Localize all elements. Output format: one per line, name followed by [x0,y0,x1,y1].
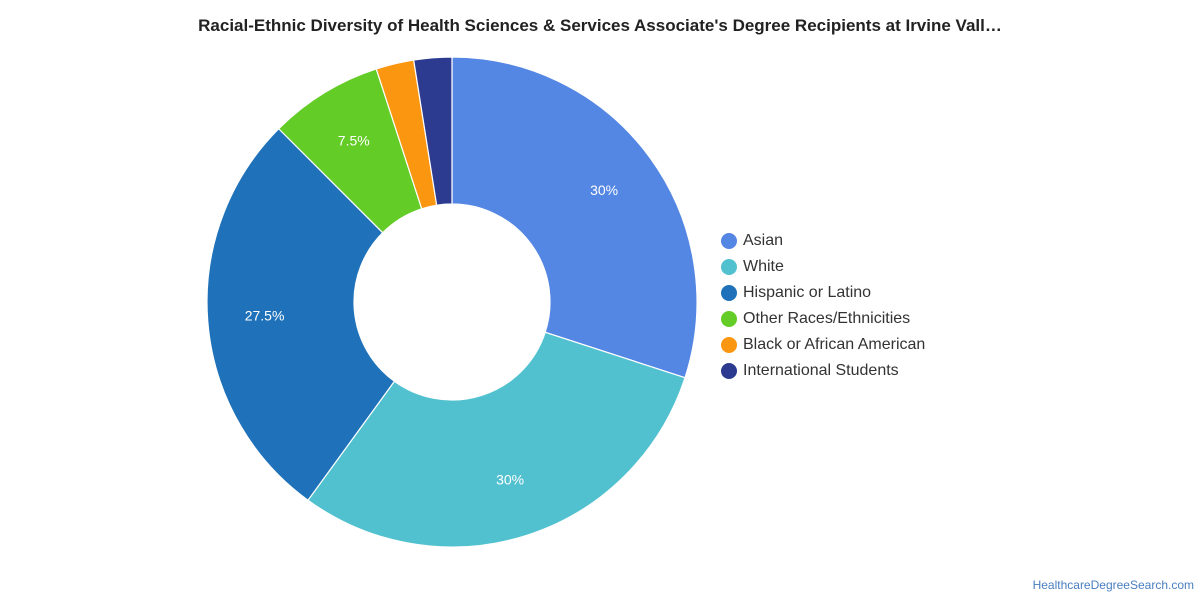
legend-item-black-or-african-american[interactable]: Black or African American [721,332,925,358]
legend-label: Black or African American [743,336,926,353]
legend-marker [721,233,737,249]
slice-label-asian: 30% [590,182,618,198]
slice-label-other-races-ethnicities: 7.5% [338,132,370,148]
legend-label: Hispanic or Latino [743,284,872,301]
slice-white[interactable] [307,331,686,548]
legend-label: White [743,258,784,275]
slice-label-white: 30% [496,472,524,488]
legend-label: International Students [743,362,899,379]
legend-marker [721,337,737,353]
legend-marker [721,311,737,327]
legend-item-international-students[interactable]: International Students [721,358,925,384]
source-credit[interactable]: HealthcareDegreeSearch.com [1032,578,1194,592]
legend-marker [721,363,737,379]
chart-legend: Asian White Hispanic or Latino Other Races/… [721,228,925,384]
chart-title: Racial-Ethnic Diversity of Health Scienc… [198,16,1002,35]
slice-asian[interactable] [451,56,698,379]
legend-marker [721,285,737,301]
slice-labels: 30% 30% 27.5% 7.5% [245,132,618,487]
slice-label-hispanic-or-latino: 27.5% [245,307,285,323]
legend-item-asian[interactable]: Asian [721,228,925,254]
slice-hispanic-or-latino[interactable] [206,127,396,502]
slice-international-students[interactable] [412,56,453,206]
legend-label: Other Races/Ethnicities [743,310,911,327]
donut-slices [206,56,698,548]
legend-item-white[interactable]: White [721,254,925,280]
legend-marker [721,259,737,275]
legend-label: Asian [743,232,784,249]
legend-item-hispanic-or-latino[interactable]: Hispanic or Latino [721,280,925,306]
legend-item-other-races-ethnicities[interactable]: Other Races/Ethnicities [721,306,925,332]
